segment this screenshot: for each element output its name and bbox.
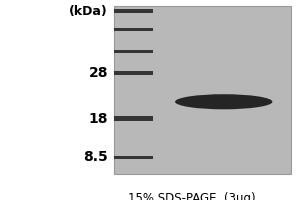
Text: (kDa): (kDa) bbox=[69, 5, 108, 18]
Text: 18: 18 bbox=[88, 112, 108, 126]
Bar bbox=[114, 71, 153, 75]
Bar bbox=[114, 116, 153, 121]
Bar bbox=[114, 6, 291, 174]
Text: 15% SDS-PAGE  (3ug): 15% SDS-PAGE (3ug) bbox=[128, 192, 256, 200]
Bar bbox=[114, 156, 153, 159]
Bar bbox=[114, 28, 153, 31]
Text: 28: 28 bbox=[88, 66, 108, 80]
Bar bbox=[114, 50, 153, 53]
Text: 8.5: 8.5 bbox=[83, 150, 108, 164]
Bar bbox=[114, 9, 153, 13]
Ellipse shape bbox=[175, 94, 272, 109]
